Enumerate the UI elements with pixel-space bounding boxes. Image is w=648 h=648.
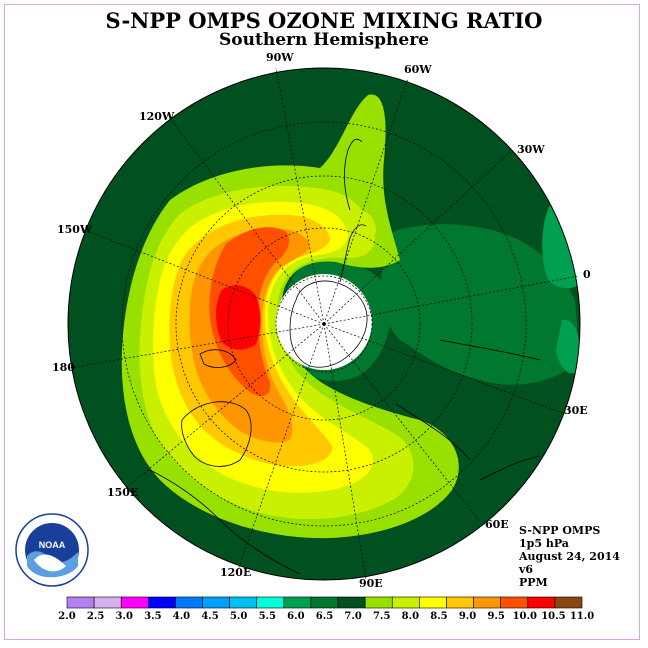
colorbar-tick-label: 2.0 <box>58 611 75 622</box>
colorbar-swatch <box>120 596 149 609</box>
colorbar-swatch <box>202 596 230 609</box>
contour-6.5-east2 <box>556 319 580 374</box>
colorbar-tick-label: 4.0 <box>173 611 190 622</box>
colorbar-tick-label: 5.5 <box>259 611 276 622</box>
logo-text: NOAA <box>39 540 66 550</box>
colorbar-swatch <box>66 596 95 609</box>
colorbar-tick-label: 3.0 <box>116 611 133 622</box>
colorbar-swatch <box>554 596 583 609</box>
colorbar-tick-label: 6.5 <box>316 611 333 622</box>
contour-7.5-peninsula-patch <box>348 210 376 243</box>
lon-label-0: 0 <box>583 268 591 281</box>
colorbar-tick-label: 8.0 <box>402 611 419 622</box>
lon-label-120w: 120W <box>139 110 175 123</box>
colorbar-tick-label: 4.5 <box>201 611 218 622</box>
info-date: August 24, 2014 <box>519 550 620 563</box>
colorbar-tick-label: 6.0 <box>287 611 304 622</box>
colorbar-swatch <box>229 596 258 609</box>
colorbar-swatch <box>391 596 420 609</box>
graticule <box>69 67 579 581</box>
contour-10.5 <box>216 285 261 350</box>
contour-6.5-far-east <box>542 205 580 289</box>
colorbar-tick-label: 7.5 <box>373 611 390 622</box>
lon-label-90w: 90W <box>266 51 294 64</box>
colorbar-swatch <box>500 596 529 609</box>
lon-label-150e: 150E <box>107 486 139 499</box>
lon-label-30w: 30W <box>517 143 545 156</box>
info-instrument: S-NPP OMPS <box>519 524 601 537</box>
contour-6.5-east <box>381 224 580 385</box>
colorbar-swatch <box>148 596 176 609</box>
south-pole-marker <box>322 322 326 326</box>
lon-label-120e: 120E <box>220 566 252 579</box>
colorbar-tick-label: 8.5 <box>430 611 447 622</box>
lon-label-30e: 30E <box>564 404 588 417</box>
info-units: PPM <box>519 576 548 589</box>
colorbar: 2.0 2.5 3.0 3.5 4.0 4.5 5.0 5.5 6.0 6.5 7.0 7.5 8.0 8… <box>58 596 594 622</box>
info-version: v6 <box>519 563 534 576</box>
info-block: S-NPP OMPS 1p5 hPa August 24, 2014 v6 PP… <box>519 524 620 589</box>
colorbar-tick-label: 11.0 <box>570 611 594 622</box>
colorbar-swatch <box>175 596 203 609</box>
colorbar-tick-label: 7.0 <box>344 611 361 622</box>
map-title: S-NPP OMPS OZONE MIXING RATIO <box>105 8 543 33</box>
colorbar-swatch <box>419 596 447 609</box>
colorbar-tick-label: 2.5 <box>87 611 104 622</box>
lon-label-150w: 150W <box>57 223 93 236</box>
colorbar-swatch <box>256 596 285 609</box>
colorbar-swatch <box>473 596 501 609</box>
colorbar-swatch <box>93 596 122 609</box>
colorbar-swatch <box>364 596 393 609</box>
colorbar-tick-label: 9.0 <box>459 611 476 622</box>
lon-label-180: 180 <box>52 361 75 374</box>
colorbar-tick-label: 9.5 <box>487 611 504 622</box>
lon-label-90e: 90E <box>359 577 383 590</box>
colorbar-swatch <box>527 596 556 609</box>
polar-night-disk <box>276 274 372 370</box>
page-frame <box>4 4 640 640</box>
colorbar-swatch <box>283 596 312 609</box>
colorbar-tick-label: 10.0 <box>513 611 537 622</box>
lon-label-60w: 60W <box>404 63 432 76</box>
colorbar-swatch <box>337 596 366 609</box>
colorbar-tick-label: 10.5 <box>541 611 565 622</box>
colorbar-tick-label: 5.0 <box>230 611 247 622</box>
lon-label-60e: 60E <box>485 518 509 531</box>
noaa-logo: NOAA <box>15 513 89 587</box>
coastlines <box>149 138 541 575</box>
map-subtitle: Southern Hemisphere <box>219 30 429 50</box>
colorbar-tick-label: 3.5 <box>144 611 161 622</box>
info-level: 1p5 hPa <box>519 537 569 550</box>
map-border <box>67 67 581 581</box>
colorbar-swatch <box>310 596 339 609</box>
colorbar-swatch <box>446 596 474 609</box>
